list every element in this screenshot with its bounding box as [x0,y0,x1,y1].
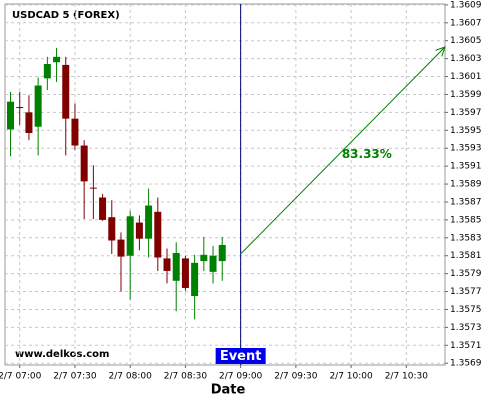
y-tick-label: 1.3585 [450,215,482,225]
candle-body [80,145,88,182]
y-tick-label: 1.3599 [450,90,482,100]
x-tick-label: 2/7 09:00 [219,372,263,382]
y-tick-label: 1.3575 [450,305,482,315]
y-tick-label: 1.3571 [450,341,482,351]
y-tick-label: 1.3583 [450,233,482,243]
candle-body [108,217,116,241]
candle-body [145,205,153,239]
y-tick-label: 1.3593 [450,144,482,154]
candle-body [126,216,134,256]
candle-body [62,64,70,119]
arrow-head [435,46,446,57]
x-axis-label: Date [211,383,246,398]
y-tick-label: 1.3573 [450,323,482,333]
y-tick-label: 1.3601 [450,72,482,82]
y-tick-label: 1.3589 [450,180,482,190]
candle-body [34,85,42,127]
x-tick-label: 2/7 08:30 [164,372,208,382]
candle-body [209,255,217,272]
x-tick-label: 2/7 09:30 [274,372,318,382]
x-tick-label: 2/7 07:00 [0,372,42,382]
x-tick-label: 2/7 07:30 [53,372,97,382]
y-tick-label: 1.3577 [450,287,482,297]
candle-body [16,107,24,109]
candle-body [89,187,97,189]
x-tick-label: 2/7 08:00 [109,372,153,382]
candle-body [7,101,15,130]
candle-body [25,112,33,133]
candle-body [117,239,125,257]
forecast-arrow [240,46,446,255]
y-tick-label: 1.3603 [450,54,482,64]
y-tick-label: 1.3595 [450,126,482,136]
y-tick-label: 1.3597 [450,108,482,118]
candle-body [218,244,226,262]
y-tick-label: 1.3579 [450,269,482,279]
chart-title: USDCAD 5 (FOREX) [12,10,120,21]
x-tick-label: 2/7 10:30 [385,372,429,382]
candle-body [191,262,199,297]
candle-body [200,254,208,262]
watermark: www.delkos.com [15,349,109,360]
y-tick-label: 1.3607 [450,18,482,28]
x-tick-label: 2/7 10:00 [329,372,373,382]
forecast-label: 83.33% [342,147,392,161]
y-tick-label: 1.3581 [450,251,482,261]
candle-body [172,253,180,281]
y-tick-label: 1.3591 [450,162,482,172]
y-tick-label: 1.3609 [450,0,482,10]
candle-body [43,64,51,79]
candle-body [163,258,171,271]
candle-body [181,258,189,288]
candle-body [154,211,162,258]
candle-body [99,197,107,220]
y-tick-label: 1.3587 [450,197,482,207]
candle-body [71,118,79,146]
candle-body [135,222,143,239]
y-tick-label: 1.3569 [450,359,482,369]
candle-body [53,56,61,63]
event-label: Event [220,349,262,364]
y-tick-label: 1.3605 [450,36,482,46]
event-label-box [215,348,266,364]
